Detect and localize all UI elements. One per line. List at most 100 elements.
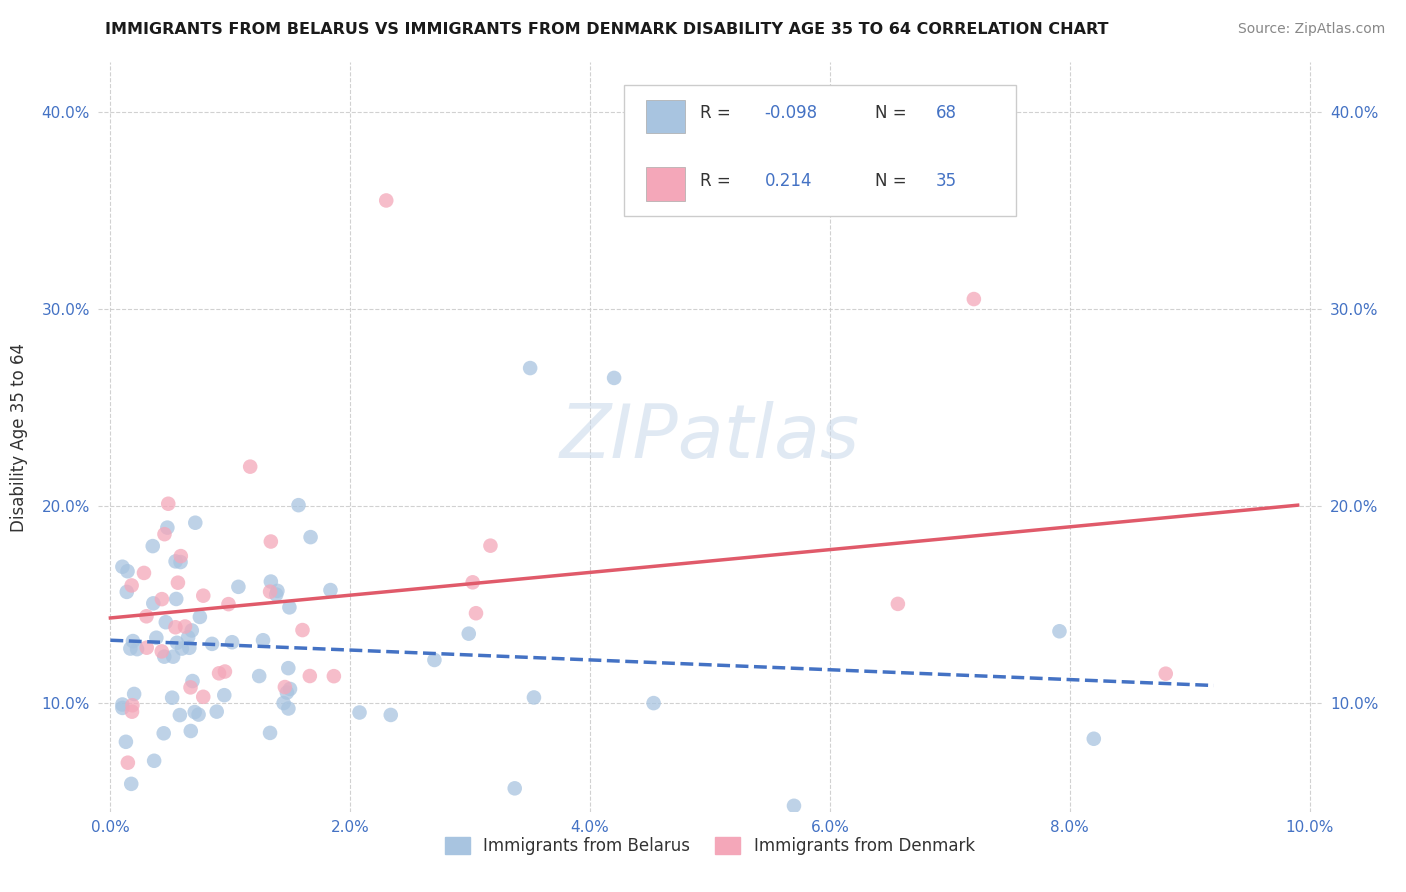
Point	[111, 698, 134, 712]
Point	[135, 609, 157, 624]
Point	[260, 574, 283, 589]
Point	[465, 606, 488, 620]
Point	[252, 633, 274, 648]
Point	[162, 649, 184, 664]
Point	[111, 701, 134, 715]
Point	[132, 566, 155, 580]
Point	[503, 781, 526, 796]
FancyBboxPatch shape	[647, 167, 685, 201]
Point	[121, 705, 143, 719]
Point	[214, 688, 236, 702]
Point	[274, 680, 297, 694]
Point	[120, 641, 142, 656]
Point	[291, 623, 314, 637]
Point	[239, 459, 262, 474]
Point	[218, 597, 240, 611]
Y-axis label: Disability Age 35 to 64: Disability Age 35 to 64	[10, 343, 28, 532]
Point	[157, 497, 180, 511]
Point	[380, 708, 402, 723]
Text: 0.214: 0.214	[765, 172, 811, 190]
Point	[523, 690, 546, 705]
Point	[205, 705, 228, 719]
Point	[179, 640, 201, 655]
Text: -0.098: -0.098	[765, 104, 817, 122]
Point	[155, 615, 177, 630]
Point	[277, 701, 299, 715]
Point	[117, 564, 139, 578]
Point	[214, 665, 236, 679]
Point	[135, 640, 157, 655]
Point	[287, 498, 309, 512]
Point	[457, 626, 479, 640]
Text: 68: 68	[936, 104, 956, 122]
Point	[169, 708, 191, 723]
Point	[278, 600, 301, 615]
Point	[152, 726, 174, 740]
Point	[1154, 666, 1177, 681]
Point	[111, 559, 134, 574]
Point	[963, 292, 986, 306]
Point	[479, 539, 502, 553]
Text: ZIPatlas: ZIPatlas	[560, 401, 860, 473]
Point	[125, 642, 148, 657]
Point	[1083, 731, 1105, 746]
Point	[247, 669, 270, 683]
Point	[375, 194, 398, 208]
Point	[142, 596, 165, 610]
Text: IMMIGRANTS FROM BELARUS VS IMMIGRANTS FROM DENMARK DISABILITY AGE 35 TO 64 CORRE: IMMIGRANTS FROM BELARUS VS IMMIGRANTS FR…	[105, 22, 1109, 37]
Point	[643, 696, 665, 710]
Point	[188, 610, 211, 624]
Point	[259, 726, 281, 740]
Legend: Immigrants from Belarus, Immigrants from Denmark: Immigrants from Belarus, Immigrants from…	[437, 829, 983, 863]
Point	[193, 589, 215, 603]
Point	[183, 705, 205, 719]
Point	[208, 666, 231, 681]
Point	[166, 636, 188, 650]
Point	[276, 685, 298, 699]
Text: 35: 35	[936, 172, 957, 190]
Point	[180, 624, 202, 638]
Point	[349, 706, 371, 720]
Point	[1049, 624, 1071, 639]
Point	[170, 641, 193, 656]
FancyBboxPatch shape	[647, 100, 685, 133]
Point	[153, 527, 176, 541]
Point	[266, 583, 288, 598]
Point	[165, 554, 187, 568]
Point	[115, 735, 138, 749]
Point	[273, 696, 295, 710]
Point	[121, 698, 143, 713]
Point	[153, 649, 176, 664]
Point	[169, 555, 191, 569]
Point	[167, 575, 190, 590]
Text: R =: R =	[700, 172, 735, 190]
Point	[150, 644, 173, 658]
Point	[278, 681, 301, 696]
Point	[519, 361, 541, 376]
Point	[150, 592, 173, 607]
Point	[120, 777, 142, 791]
Point	[184, 516, 207, 530]
Point	[115, 585, 138, 599]
Point	[170, 549, 193, 563]
Point	[160, 690, 183, 705]
Point	[260, 534, 283, 549]
Point	[122, 634, 145, 648]
Point	[299, 530, 322, 544]
Point	[145, 631, 167, 645]
Point	[259, 584, 281, 599]
Point	[228, 580, 250, 594]
Point	[277, 661, 299, 675]
Point	[221, 635, 243, 649]
Point	[264, 588, 287, 602]
Point	[174, 619, 197, 633]
Point	[201, 637, 224, 651]
Point	[143, 754, 166, 768]
Point	[423, 653, 446, 667]
Point	[121, 578, 143, 592]
Point	[783, 798, 806, 813]
Text: N =: N =	[875, 104, 911, 122]
Point	[122, 687, 145, 701]
Point	[461, 575, 484, 590]
Text: Source: ZipAtlas.com: Source: ZipAtlas.com	[1237, 22, 1385, 37]
